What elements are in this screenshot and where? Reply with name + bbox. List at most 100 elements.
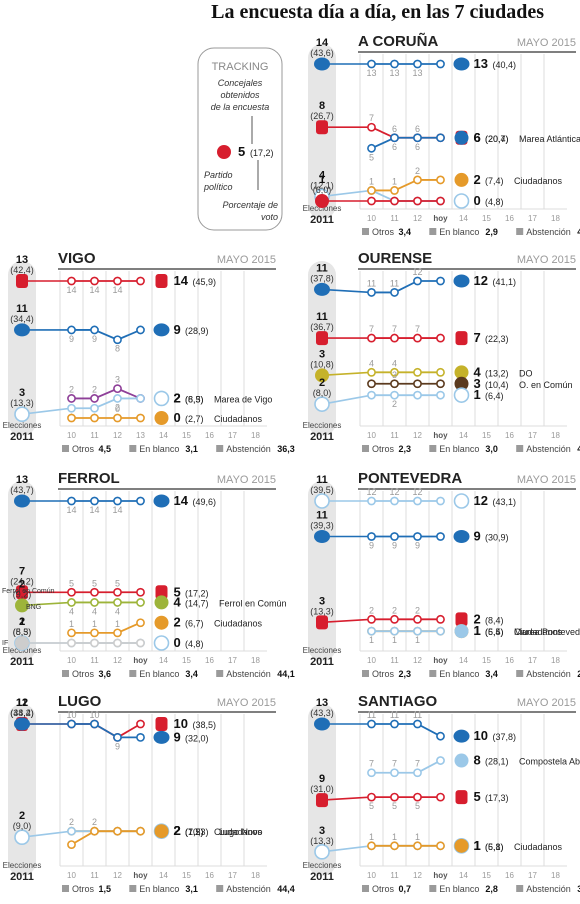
day-label-hoy: hoy — [433, 214, 448, 223]
end-name-vigo-eu: Ciudadanos — [214, 414, 263, 424]
start-pct-ourense-pp: (37,8) — [310, 273, 334, 283]
start-pct-ferrol-psoe: (24,2) — [10, 576, 34, 586]
point-lugo-pp-3 — [136, 733, 145, 742]
footer-label-otros: Otros — [372, 444, 395, 454]
point-pontevedra-pp-2 — [413, 532, 422, 541]
footer-square — [429, 885, 437, 892]
end-pct-lugo-psoe: (38,5) — [193, 720, 217, 730]
end-name-vigo-marea: Marea de Vigo — [214, 394, 272, 404]
point-ourense-bng-1 — [390, 390, 399, 400]
elections-year: 2011 — [310, 656, 334, 668]
point-ferrol-eu-0 — [67, 628, 76, 638]
point-ourense-psoe-2 — [413, 333, 422, 343]
point-santiago-eu-3 — [436, 841, 445, 851]
point-vigo-bng-2 — [113, 394, 122, 403]
day-label-16: 16 — [505, 871, 514, 880]
point-label-vigo-pp-1: 9 — [92, 334, 97, 344]
point-santiago-eu-2 — [413, 841, 422, 851]
start-pct-pontevedra-bng: (39,5) — [310, 485, 334, 495]
point-label-santiago-pp-2: 11 — [413, 710, 422, 720]
end-name-lugo-marea-2: Lugo Novo — [219, 827, 263, 837]
legend-example-pct: (17,2) — [250, 148, 274, 158]
end-logo-ferrol-eu — [154, 615, 169, 630]
point-label-lugo-psoe-0: 10 — [66, 710, 76, 720]
point-label-a-coru-a-psoe-1: 6 — [392, 124, 397, 134]
point-santiago-psoe-3 — [436, 792, 445, 802]
end-logo-a-coru-a-eu — [454, 172, 469, 187]
line-vigo-bng — [71, 397, 141, 410]
day-label-10: 10 — [67, 431, 76, 440]
start-connector-vigo-bng — [21, 407, 72, 416]
end-seats-a-coru-a-bng: 0 — [474, 193, 481, 208]
start-seats-ferrol-pp: 13 — [16, 474, 28, 486]
start-seats-a-coru-a-bng: 4 — [319, 169, 326, 181]
end-logo-a-coru-a-bng — [453, 193, 470, 209]
point-label-pontevedra-bng-0: 12 — [366, 487, 376, 497]
start-logo-vigo-bng — [14, 406, 30, 423]
point-ourense-psoe-3 — [436, 333, 445, 343]
point-ourense-pp-0 — [367, 288, 376, 297]
footer-value-otros: 0,7 — [399, 884, 412, 894]
end-pct-pontevedra-eu: (6,4) — [485, 627, 504, 637]
point-vigo-marea-2 — [113, 384, 122, 394]
day-label-10: 10 — [67, 656, 76, 665]
footer-label-otros: Otros — [372, 669, 395, 679]
point-label-ferrol-psoe-0: 5 — [69, 578, 74, 588]
start-seats-ourense-psoe: 11 — [316, 311, 328, 323]
legend-seats-note-3: de la encuesta — [211, 102, 270, 112]
end-pct-ourense-bng: (6,4) — [485, 391, 504, 401]
day-label-15: 15 — [182, 871, 191, 880]
footer-label-abstencion: Abstención — [226, 444, 271, 454]
elections-label: Elecciones — [303, 204, 342, 213]
point-a-coru-a-marea-2-3 — [436, 133, 445, 143]
month-label: MAYO 2015 — [517, 254, 576, 266]
point-a-coru-a-marea-2-2 — [413, 133, 422, 143]
footer-label-blanco: En blanco — [439, 669, 479, 679]
footer-label-otros: Otros — [372, 227, 395, 237]
point-label-santiago-pp-0: 11 — [367, 710, 376, 720]
point-ourense-pp-1 — [390, 288, 399, 297]
point-label-ourense-pp-0: 11 — [367, 278, 376, 288]
day-label-15: 15 — [482, 656, 491, 665]
end-seats-santiago-eu: 1 — [474, 838, 481, 853]
footer-label-abstencion: Abstención — [226, 669, 271, 679]
end-pct-santiago-psoe: (17,3) — [485, 793, 509, 803]
day-label-16: 16 — [205, 871, 214, 880]
point-label-santiago-psoe-0: 5 — [369, 801, 374, 811]
point-label-pontevedra-marea-4-0: 1 — [369, 635, 374, 645]
end-logo-a-coru-a-marea-2 — [454, 130, 469, 145]
end-logo-santiago-pp — [453, 729, 470, 743]
start-logo-a-coru-a-if-5 — [315, 194, 329, 208]
end-pct-pontevedra-marea-4: (5,5) — [485, 627, 504, 637]
point-label-a-coru-a-marea-2-2: 6 — [415, 142, 420, 152]
end-pct-vigo-eu: (2,7) — [185, 414, 204, 424]
end-seats-a-coru-a-eu: 2 — [474, 172, 481, 187]
point-a-coru-a-psoe-0 — [367, 122, 376, 132]
point-pontevedra-psoe-2 — [413, 614, 422, 624]
footer-label-blanco: En blanco — [139, 444, 179, 454]
end-seats-lugo-psoe: 10 — [174, 716, 188, 731]
elections-label: Elecciones — [303, 861, 342, 870]
point-santiago-psoe-0 — [367, 792, 376, 802]
end-seats-pontevedra-marea-4: 1 — [474, 623, 481, 638]
point-label-a-coru-a-eu-2: 2 — [415, 166, 420, 176]
point-pontevedra-marea-4-1 — [390, 626, 399, 636]
start-logo-santiago-bng — [314, 844, 330, 860]
point-santiago-marea-1-2 — [413, 768, 422, 778]
day-label-15: 15 — [482, 214, 491, 223]
footer-square — [362, 670, 369, 677]
start-pct-pontevedra-psoe: (13,3) — [310, 606, 334, 616]
end-seats-ourense-psoe: 7 — [474, 330, 481, 345]
start-logo-vigo-psoe — [16, 274, 28, 288]
footer-square — [516, 445, 524, 452]
city-title-ferrol: FERROL — [58, 470, 120, 487]
footer-square — [62, 885, 69, 892]
point-a-coru-a-eu-0 — [367, 186, 376, 195]
end-pct-ferrol-fc: (14,7) — [185, 598, 209, 608]
start-connector-ourense-bng — [321, 394, 372, 405]
start-logo-a-coru-a-psoe — [316, 120, 328, 135]
line-ferrol-eu — [71, 621, 141, 634]
point-label-ferrol-pp-0: 14 — [66, 505, 76, 515]
footer-value-blanco: 3,1 — [185, 884, 198, 894]
point-label-santiago-psoe-1: 5 — [392, 801, 397, 811]
